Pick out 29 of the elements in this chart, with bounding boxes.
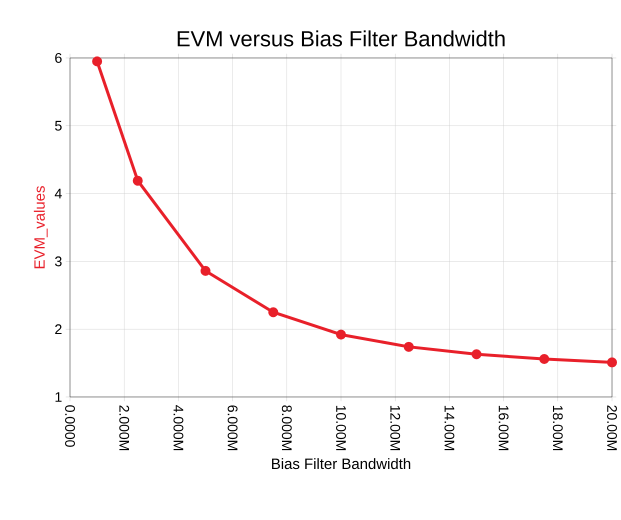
x-tick-label: 8.000M [282,405,292,450]
chart-title: EVM versus Bias Filter Bandwidth [178,30,505,46]
point [268,307,278,318]
x-tick-label: 4.000M [173,405,184,450]
x-tick-label: 18.00M [552,406,563,450]
point [92,56,102,66]
x-tick-label: 12.00M [390,406,400,450]
y-axis-title: EVM_values [34,186,48,268]
x-tick-label: 14.00M [444,406,454,450]
x-tick-label: 16.00M [498,406,509,450]
point [607,357,618,368]
point [336,330,346,340]
x-tick-label: 2.000M [119,405,130,450]
x-tick-label: 6.000M [228,405,238,450]
point [200,266,211,276]
x-tick-label: 20.00M [607,405,617,450]
point [404,342,414,352]
x-tick-label: 0.0000 [65,405,75,447]
y-tick-label: 3 [55,256,62,266]
y-tick-label: 1 [56,392,62,402]
y-tick-label: 6 [55,53,62,63]
y-tick-label: 4 [54,188,62,198]
y-tick-label: 2 [55,324,62,334]
point [472,349,482,360]
point [539,354,550,364]
point [132,176,143,186]
x-axis-title: Bias Filter Bandwidth [272,458,410,470]
x-tick-label: 10.00M [336,406,346,450]
y-tick-label: 5 [55,120,62,131]
